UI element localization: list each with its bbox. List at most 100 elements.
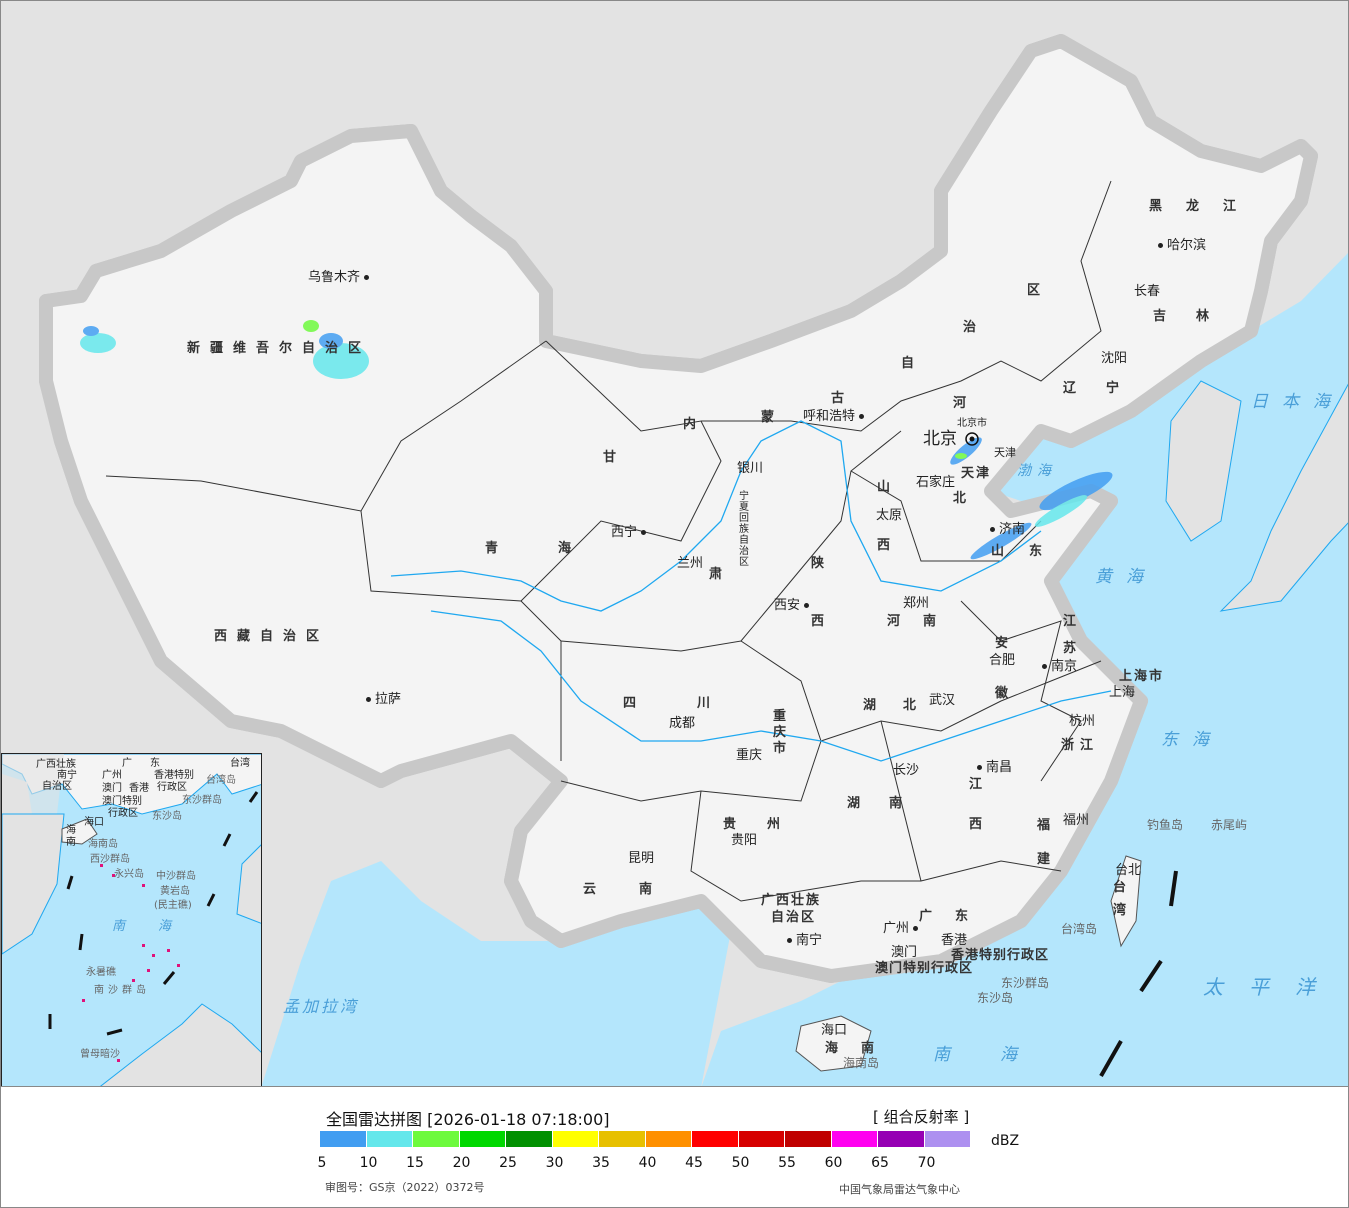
city-label: 长春 <box>1134 284 1161 299</box>
province-label: 新疆维吾尔自治区 <box>187 341 372 356</box>
legend-panel: 全国雷达拼图 [2026-01-18 07:18:00] [ 组合反射率 ] d… <box>0 1087 1349 1208</box>
city-label: 拉萨 <box>365 692 402 707</box>
province-label: 澳门特别行政区 <box>875 961 974 976</box>
province-label: 东 <box>955 909 979 924</box>
inset-label: 东沙群岛 <box>182 795 222 806</box>
island-label: 钓鱼岛 <box>1147 818 1184 832</box>
province-label: 辽宁 <box>1063 381 1150 396</box>
scale-tick: 40 <box>638 1155 657 1171</box>
south-china-sea-inset: 广西壮族 南宁 自治区 广 东 广州 澳门 香港 香港特别 行政区 澳门特别 行… <box>1 753 262 1086</box>
inset-label: 南 <box>112 919 140 934</box>
rivers <box>390 420 1112 762</box>
inset-label: (民主礁) <box>154 900 192 911</box>
inset-label: 行政区 <box>108 808 138 819</box>
province-label: 建 <box>1037 852 1061 867</box>
city-label: 福州 <box>1063 813 1090 828</box>
province-label: 川 <box>697 696 721 711</box>
province-label: 北 <box>953 491 977 506</box>
inset-label: 黄岩岛 <box>160 886 190 897</box>
province-label: 东 <box>1029 544 1053 559</box>
scale-tick: 25 <box>499 1155 517 1171</box>
province-label: 西 <box>811 614 835 629</box>
province-label: 湾 <box>1113 903 1137 918</box>
city-label: 海口 <box>821 1023 848 1038</box>
scale-tick: 20 <box>452 1155 471 1171</box>
province-label: 黑龙江 <box>1149 199 1261 214</box>
korea <box>1165 380 1242 542</box>
province-label: 古 <box>831 391 855 406</box>
city-label: 成都 <box>669 716 696 731</box>
province-label: 江 <box>1063 614 1087 629</box>
city-label: 重庆 <box>736 748 763 763</box>
inset-label: 南 <box>66 837 76 848</box>
radar-map[interactable]: 新疆维吾尔自治区 西藏自治区 青海 甘 肃 内 蒙 古 自 治 区 黑龙江 吉林… <box>0 0 1349 1087</box>
province-label: 浙江 <box>1061 738 1100 753</box>
sea-label: 南海 <box>933 1045 1067 1065</box>
province-label: 蒙 <box>761 410 785 425</box>
inset-label: 中沙群岛 <box>156 871 196 882</box>
city-label: 澳门 <box>891 945 918 960</box>
city-label: 沈阳 <box>1101 351 1128 366</box>
inset-label: 海 <box>66 825 76 836</box>
scale-tick: 35 <box>592 1155 610 1171</box>
province-label: 青海 <box>485 541 632 556</box>
province-label: 南 <box>861 1041 885 1056</box>
province-label: 西 <box>969 817 993 832</box>
province-label: 区 <box>1027 283 1051 298</box>
city-label: 西安 <box>774 598 810 613</box>
province-label: 重庆市 <box>773 709 787 756</box>
province-label: 广西壮族 <box>761 893 822 908</box>
scale-tick: 55 <box>778 1155 796 1171</box>
province-label: 山 <box>991 544 1015 559</box>
province-label: 海 <box>825 1041 849 1056</box>
province-label: 湖 <box>863 698 887 713</box>
sea-label: 日本海 <box>1251 392 1344 412</box>
island-label: 台湾岛 <box>1061 922 1098 936</box>
approval-number: 审图号：GS京（2022）0372号 <box>325 1181 485 1194</box>
sea-label: 东海 <box>1161 730 1223 750</box>
city-label: 贵阳 <box>731 833 758 848</box>
sea-label: 孟加拉湾 <box>283 997 360 1016</box>
scale-tick: 50 <box>731 1155 750 1171</box>
scale-tick: 5 <box>317 1155 327 1171</box>
province-label: 河 <box>887 614 911 629</box>
inset-label: 西沙群岛 <box>90 854 130 865</box>
inset-label: 广西壮族 <box>36 759 76 770</box>
color-swatch <box>506 1131 552 1147</box>
scale-tick: 65 <box>871 1155 889 1171</box>
color-swatch <box>552 1131 598 1147</box>
product-name: [ 组合反射率 ] <box>873 1108 970 1126</box>
city-label: 北京 <box>923 429 957 449</box>
province-label: 内 <box>683 417 707 432</box>
province-label: 州 <box>767 817 791 832</box>
city-label: 太原 <box>876 508 903 523</box>
inset-label: 永兴岛 <box>114 869 144 880</box>
province-label: 肃 <box>709 567 733 582</box>
province-label: 北京市 <box>957 418 987 429</box>
inset-label: 海南岛 <box>88 839 118 850</box>
inset-label: 永暑礁 <box>86 967 116 978</box>
province-label: 自 <box>901 356 925 371</box>
inset-label: 香港 <box>129 783 149 794</box>
province-label: 江 <box>969 777 993 792</box>
scale-tick: 15 <box>406 1155 424 1171</box>
inset-label: 广州 <box>102 770 122 781</box>
city-label: 南宁 <box>786 933 823 948</box>
color-swatch <box>320 1131 366 1147</box>
inset-label: 东沙岛 <box>152 811 182 822</box>
inset-label: 南宁 <box>57 770 77 781</box>
inset-label: 南沙群岛 <box>94 985 150 996</box>
inset-label: 香港特别 <box>154 770 194 781</box>
inset-label: 澳门特别 <box>102 796 142 807</box>
radar-echoes <box>80 320 1113 560</box>
inset-label: 曾母暗沙 <box>80 1049 120 1060</box>
color-swatch <box>738 1131 784 1147</box>
city-label: 杭州 <box>1069 714 1096 729</box>
city-label: 广州 <box>883 921 919 936</box>
island-label: 东沙群岛 <box>1001 976 1050 990</box>
color-swatch <box>413 1131 459 1147</box>
scale-tick: 60 <box>824 1155 843 1171</box>
province-label: 四 <box>623 696 697 711</box>
city-label: 南京 <box>1041 659 1078 674</box>
province-label: 徽 <box>995 686 1019 701</box>
